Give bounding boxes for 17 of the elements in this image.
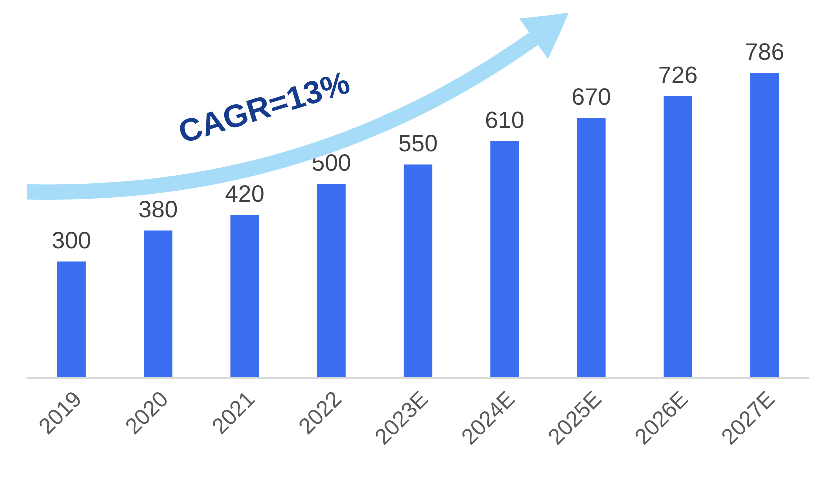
bar: [317, 184, 346, 378]
data-label: 380: [140, 201, 178, 218]
data-label: 550: [400, 135, 438, 152]
data-label: 670: [573, 88, 610, 106]
bar: [144, 230, 173, 378]
bar: [490, 141, 520, 378]
data-label: 726: [660, 66, 697, 84]
bar: [404, 164, 433, 378]
bar: [577, 118, 606, 378]
bar: [230, 215, 260, 378]
bar: [750, 73, 780, 378]
bar: [664, 96, 692, 378]
data-label: 420: [226, 185, 264, 202]
data-label: 786: [746, 43, 784, 60]
data-label: 300: [52, 232, 90, 249]
bar: [57, 262, 86, 378]
data-label: 610: [486, 112, 524, 128]
